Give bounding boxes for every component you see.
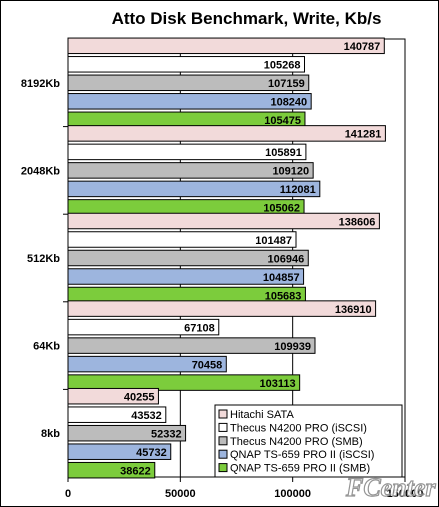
- x-tick-label: 100000: [274, 488, 311, 500]
- legend-label: QNAP TS-659 PRO II (iSCSI): [230, 449, 374, 461]
- data-label: 40255: [124, 391, 155, 403]
- data-label: 109939: [274, 341, 311, 353]
- legend-swatch: [218, 463, 228, 473]
- data-label: 108240: [270, 97, 307, 109]
- data-label: 105475: [264, 115, 301, 127]
- bar: [67, 125, 386, 142]
- bar: [67, 74, 310, 92]
- data-label: 103113: [260, 378, 296, 390]
- legend-swatch: [218, 436, 228, 446]
- bar: [67, 249, 309, 267]
- data-label: 52332: [151, 428, 182, 440]
- bar: [67, 355, 227, 373]
- data-label: 105683: [265, 290, 302, 302]
- data-label: 43532: [131, 410, 162, 422]
- legend-swatch: [218, 449, 228, 459]
- bar: [67, 212, 380, 230]
- data-label: 138606: [339, 216, 376, 228]
- data-label: 112081: [280, 184, 316, 196]
- bar: [67, 461, 156, 479]
- bar: [67, 93, 312, 110]
- legend: [214, 404, 403, 478]
- data-label: 45732: [136, 447, 167, 459]
- data-label: 140787: [344, 41, 381, 53]
- x-tick-label: 150000: [387, 488, 424, 500]
- bar: [67, 231, 297, 248]
- data-label: 104857: [263, 272, 300, 284]
- bar: [67, 268, 305, 285]
- legend-label: Hitachi SATA: [230, 409, 294, 421]
- bar: [67, 424, 187, 442]
- data-label: 38622: [120, 465, 151, 477]
- chart-title: Atto Disk Benchmark, Write, Kb/s: [112, 9, 382, 28]
- data-label: 70458: [192, 359, 223, 371]
- data-label: 105891: [265, 147, 302, 159]
- watermark-logo: FCenter: [345, 473, 436, 502]
- legend-label: QNAP TS-659 PRO II (SMB): [230, 463, 370, 475]
- bar: [67, 387, 159, 405]
- x-tick-label: 50000: [165, 488, 196, 500]
- data-label: 101487: [255, 235, 292, 247]
- bar: [67, 162, 314, 179]
- bar: [67, 337, 316, 354]
- data-label: 141281: [345, 129, 382, 141]
- bar: [67, 443, 172, 460]
- bar: [67, 37, 385, 55]
- category-label: 8kb: [41, 428, 60, 440]
- category-label: 64Kb: [33, 341, 60, 353]
- bar: [67, 300, 377, 317]
- bar: [67, 318, 220, 336]
- data-label: 107159: [268, 78, 305, 90]
- data-label: 106946: [268, 253, 305, 265]
- legend-label: Thecus N4200 PRO (SMB): [230, 436, 363, 448]
- bar: [67, 406, 167, 423]
- category-label: 2048Kb: [21, 165, 60, 177]
- x-tick-label: 0: [65, 488, 71, 500]
- data-label: 109120: [272, 166, 309, 178]
- data-label: 67108: [184, 322, 215, 334]
- bar: [67, 56, 306, 73]
- data-label: 136910: [335, 304, 372, 316]
- category-label: 512Kb: [27, 253, 60, 265]
- legend-swatch: [218, 409, 228, 419]
- category-label: 8192Kb: [21, 78, 60, 90]
- data-label: 105268: [264, 60, 301, 72]
- bar: [67, 180, 321, 198]
- legend-label: Thecus N4200 PRO (iSCSI): [230, 422, 367, 434]
- bar: [67, 374, 301, 391]
- plot-area: 140787 105268 107159 108240 105475 8192Kb 1412…: [21, 37, 437, 503]
- legend-swatch: [218, 422, 228, 432]
- bar: [67, 143, 307, 161]
- data-label: 105062: [263, 203, 300, 215]
